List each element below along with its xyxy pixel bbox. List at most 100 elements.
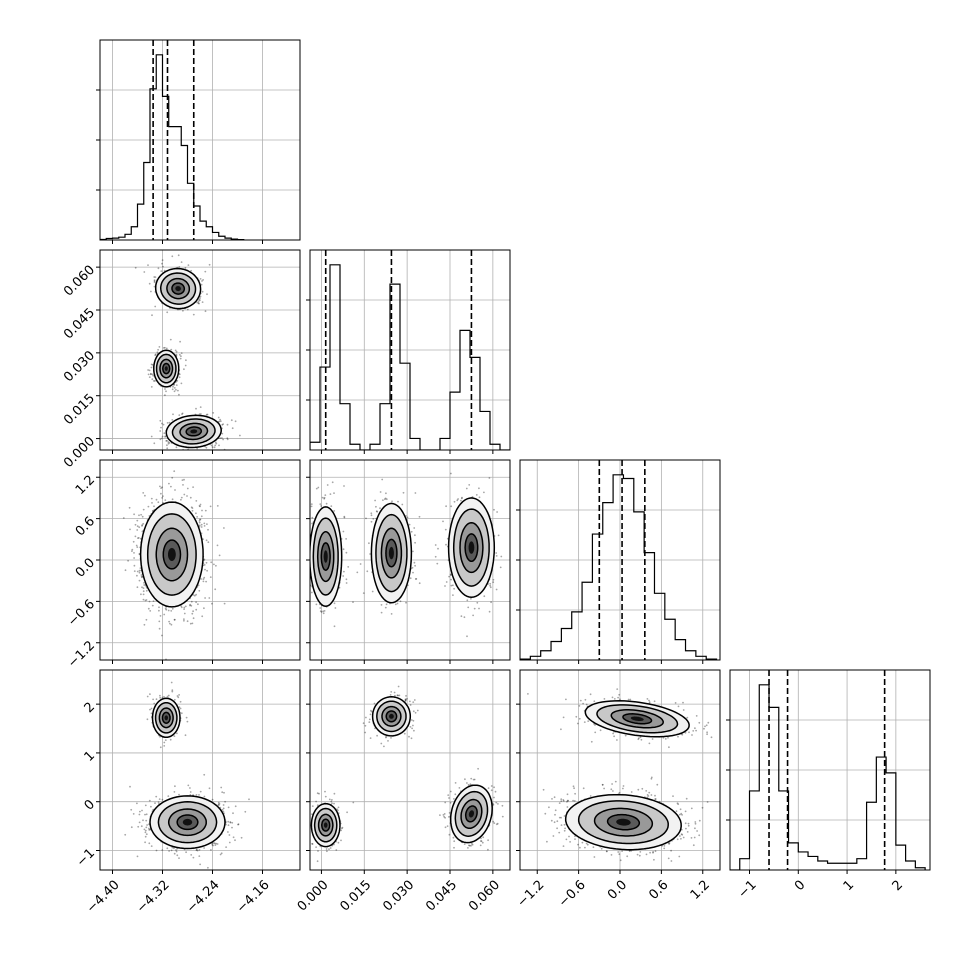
scatter-point [138,571,141,574]
scatter-point [144,494,146,497]
scatter-point [380,742,383,745]
scatter-point [548,806,550,809]
scatter-point [145,618,148,621]
x-tick-label: −1 [736,878,760,902]
scatter-point [684,731,687,734]
scatter-point [493,786,495,789]
y-tick-label: 0.060 [61,263,98,300]
scatter-point [480,840,483,843]
scatter-point [554,809,557,812]
contour-line [316,530,335,583]
contour-line [447,497,496,598]
scatter-point [610,854,613,856]
scatter-point [568,835,570,838]
scatter-point [197,300,200,303]
scatter-point [318,792,320,795]
scatter-point [221,437,223,439]
scatter-point [191,452,193,454]
scatter-point [566,799,569,802]
scatter-point [160,492,162,495]
scatter-point [212,842,215,844]
scatter-point [489,584,491,587]
scatter-point [139,567,142,569]
scatter-point [482,836,485,839]
scatter-point [216,544,219,547]
scatter-point [492,803,495,806]
contour-line [312,517,339,596]
scatter-point [682,709,685,711]
scatter-point [584,698,587,701]
scatter-point [694,822,697,825]
scatter-point [450,578,452,581]
scatter-point [175,350,178,353]
scatter-point [166,695,169,698]
scatter-point [495,555,498,557]
scatter-point [153,702,156,705]
scatter-point [613,735,615,738]
scatter-point [137,537,140,539]
scatter-point [573,787,575,790]
scatter-point [198,520,201,522]
scatter-point [187,784,190,787]
scatter-point [589,693,592,696]
scatter-point [212,844,215,847]
scatter-point [200,523,203,526]
pair-data-layer [134,254,241,454]
scatter-point [175,384,178,386]
scatter-point [315,846,317,848]
scatter-point [145,833,148,836]
scatter-point [691,734,693,736]
scatter-point [227,806,230,809]
scatter-point [565,698,567,701]
scatter-point [148,829,151,831]
contour-line [371,696,412,737]
scatter-point [231,826,233,829]
scatter-point [206,413,209,416]
scatter-point [319,607,322,609]
scatter-point [374,499,376,502]
scatter-point [232,812,234,815]
y-tick-label: −0.6 [65,597,98,630]
scatter-point [153,280,156,282]
x-tick-label: 1.2 [688,878,713,903]
scatter-point [527,693,529,695]
contour-line [155,527,189,582]
scatter-point [183,618,185,620]
scatter-point [404,700,407,702]
scatter-point [695,729,697,732]
scatter-point [167,694,170,697]
scatter-point [490,785,493,787]
scatter-point [385,736,387,739]
scatter-point [223,602,226,605]
scatter-point [216,505,219,507]
density-fill [616,818,631,826]
scatter-point [218,803,221,805]
scatter-point [323,496,326,499]
scatter-point [141,576,143,579]
scatter-point [648,699,650,702]
scatter-point [158,606,160,609]
scatter-point [199,299,201,302]
scatter-point [151,378,154,381]
scatter-point [621,850,623,852]
scatter-point [677,705,680,708]
scatter-point [560,816,562,819]
scatter-point [177,696,180,699]
contour-line [161,711,171,724]
scatter-point [331,799,333,801]
scatter-point [389,694,392,696]
contour-line [166,277,191,300]
scatter-point [306,575,308,577]
scatter-point [449,573,452,576]
scatter-point [124,833,127,836]
scatter-point [333,625,336,628]
contour-line [577,800,669,845]
scatter-point [142,598,145,601]
scatter-point [562,845,565,847]
contour-line [385,538,398,568]
scatter-point [183,478,185,481]
scatter-point [192,617,195,620]
pair-frame [309,459,511,661]
scatter-point [637,738,640,741]
scatter-point [159,438,162,441]
